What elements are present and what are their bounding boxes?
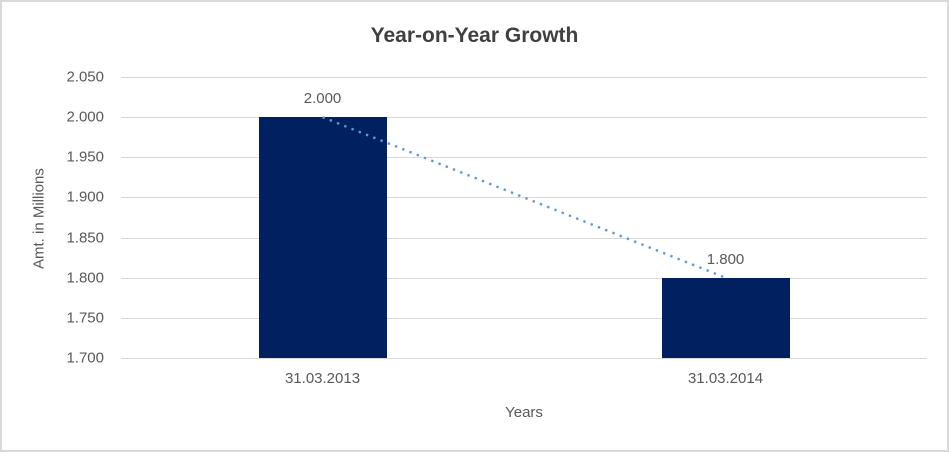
- y-axis-tick-label: 1.750: [66, 309, 104, 327]
- bar-value-label: 1.800: [706, 250, 745, 268]
- gridline: [121, 197, 927, 199]
- y-axis-tick-label: 1.800: [66, 269, 104, 287]
- trendline: [322, 116, 726, 279]
- y-axis-tick-label: 1.700: [66, 349, 104, 367]
- y-axis-tick-label: 1.900: [66, 188, 104, 206]
- plot-area: 2.000 1.800: [121, 77, 927, 359]
- trendline-segment: [322, 116, 726, 279]
- gridline: [121, 77, 927, 78]
- chart-title: Year-on-Year Growth: [370, 24, 579, 47]
- gridlines: [121, 77, 927, 359]
- bar-value-label: 2.000: [303, 90, 342, 108]
- y-axis-tick-label: 1.850: [66, 229, 104, 247]
- x-axis-tick-labels: 31.03.2013 31.03.2014: [121, 370, 927, 390]
- x-axis-title: Years: [505, 404, 543, 421]
- y-axis-tick-label: 2.000: [66, 108, 104, 126]
- gridline: [121, 277, 927, 279]
- bar-31.03.2013: [258, 117, 387, 358]
- gridline: [121, 157, 927, 159]
- gridline: [121, 358, 927, 359]
- y-axis-tick-label: 2.050: [66, 68, 104, 86]
- gridline: [121, 117, 927, 119]
- bars: 2.000 1.800: [121, 77, 927, 358]
- y-axis-tick-labels: 2.050 2.000 1.950 1.900 1.850 1.800 1.750 1.700: [2, 69, 104, 367]
- y-axis-tick-label: 1.950: [66, 148, 104, 166]
- bar-31.03.2014: [661, 277, 790, 358]
- x-axis-tick-label: 31.03.2014: [687, 370, 764, 387]
- gridline: [121, 237, 927, 239]
- gridline: [121, 317, 927, 319]
- x-axis-tick-label: 31.03.2013: [284, 370, 361, 387]
